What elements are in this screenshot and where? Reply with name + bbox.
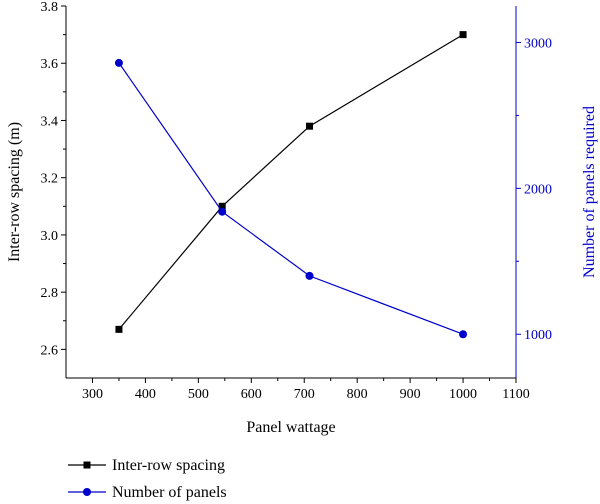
data-point-square — [306, 122, 314, 130]
data-point-square — [218, 202, 226, 210]
data-point-square — [115, 325, 123, 333]
data-point-circle — [114, 58, 123, 67]
legend-marker-circle — [83, 488, 91, 496]
y-left-tick-label: 3.0 — [41, 229, 59, 244]
x-tick-label: 300 — [82, 387, 103, 402]
x-tick-label: 500 — [188, 387, 209, 402]
data-point-square — [459, 31, 467, 39]
y-right-tick-label: 1000 — [524, 328, 552, 343]
legend-label-1: Inter-row spacing — [112, 457, 225, 474]
x-tick-label: 1100 — [502, 387, 529, 402]
y-right-tick-label: 3000 — [524, 36, 552, 51]
legend: Inter-row spacing Number of panels — [68, 457, 227, 501]
y-right-tick-label: 2000 — [524, 182, 552, 197]
series-line-1 — [118, 34, 464, 330]
y-right-axis-title: Number of panels required — [581, 106, 598, 278]
data-point-circle — [218, 207, 227, 216]
y-left-tick-label: 3.8 — [41, 0, 59, 15]
y-left-tick-label: 2.8 — [41, 286, 59, 301]
x-tick-label: 700 — [294, 387, 315, 402]
y-left-tick-label: 3.2 — [41, 172, 59, 187]
y-left-tick-label: 3.4 — [41, 114, 59, 129]
series-line-2 — [118, 62, 464, 335]
x-tick-label: 800 — [347, 387, 368, 402]
x-axis-title: Panel wattage — [246, 419, 335, 436]
y-left-axis-title: Inter-row spacing (m) — [6, 122, 23, 262]
y-left-tick-label: 3.6 — [41, 57, 59, 72]
y-left-tick-label: 2.6 — [41, 343, 59, 358]
x-tick-label: 600 — [241, 387, 262, 402]
data-point-circle — [459, 330, 468, 339]
data-point-circle — [305, 271, 314, 280]
legend-marker-square — [83, 461, 91, 469]
x-tick-label: 1000 — [449, 387, 477, 402]
x-tick-label: 400 — [135, 387, 156, 402]
legend-label-2: Number of panels — [112, 484, 227, 501]
x-tick-label: 900 — [400, 387, 421, 402]
